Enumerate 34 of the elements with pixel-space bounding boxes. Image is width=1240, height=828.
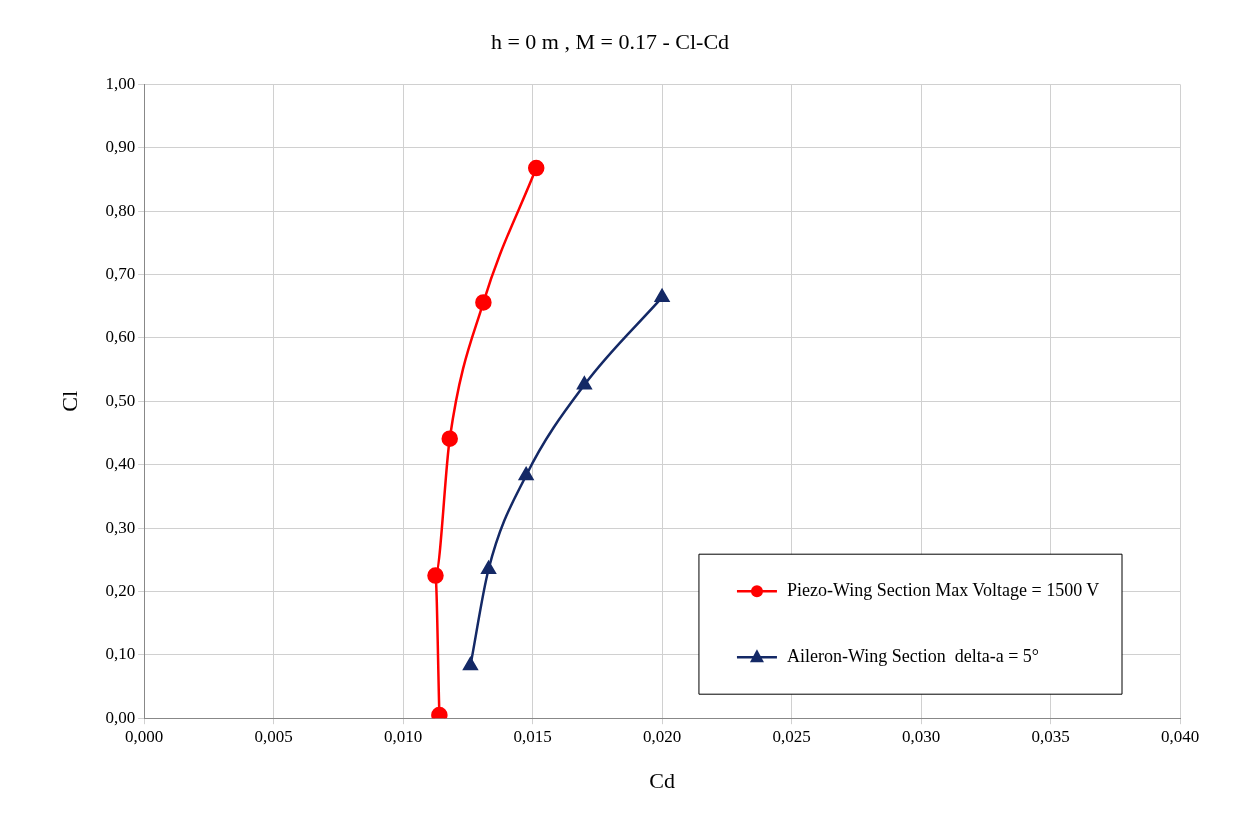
point (441, 430, 458, 447)
x-axis-title: Cd (649, 767, 675, 793)
point (527, 159, 545, 177)
y-tick-label: 0,80 (105, 200, 136, 220)
x-tick-label: 0,030 (901, 726, 941, 746)
y-tick-label: 0,10 (105, 644, 136, 664)
point (463, 657, 478, 671)
chart-title: h = 0 m , M = 0.17 - Cl-Cd (490, 28, 730, 54)
point (518, 467, 534, 481)
y-tick-label: 1,00 (105, 73, 136, 93)
point (475, 294, 492, 311)
y-axis-title: Cl (56, 390, 82, 412)
y-tick-label: 0,40 (105, 454, 136, 474)
point (481, 561, 496, 575)
x-tick-label: 0,040 (1160, 726, 1200, 746)
x-tick-label: 0,005 (254, 726, 293, 746)
point (654, 289, 670, 303)
x-tick-label: 0,000 (125, 726, 164, 746)
x-tick-label: 0,035 (1031, 726, 1070, 746)
y-tick-label: 0,60 (105, 327, 136, 347)
legend-label: Aileron-Wing Section delta-a = 5° (786, 645, 1040, 666)
x-tick-label: 0,015 (513, 726, 552, 746)
x-tick-label: 0,010 (383, 726, 423, 746)
y-tick-label: 0,00 (105, 707, 136, 727)
point (577, 376, 592, 390)
y-tick-label: 0,50 (105, 390, 136, 410)
x-tick-label: 0,025 (772, 726, 811, 746)
point (427, 567, 444, 584)
legend-label: Piezo-Wing Section Max Voltage = 1500 V (786, 579, 1100, 600)
y-tick-label: 0,20 (105, 580, 136, 600)
y-tick-label: 0,70 (105, 264, 136, 284)
y-tick-label: 0,90 (105, 137, 136, 157)
x-tick-label: 0,020 (642, 726, 682, 746)
y-tick-label: 0,30 (105, 517, 136, 537)
